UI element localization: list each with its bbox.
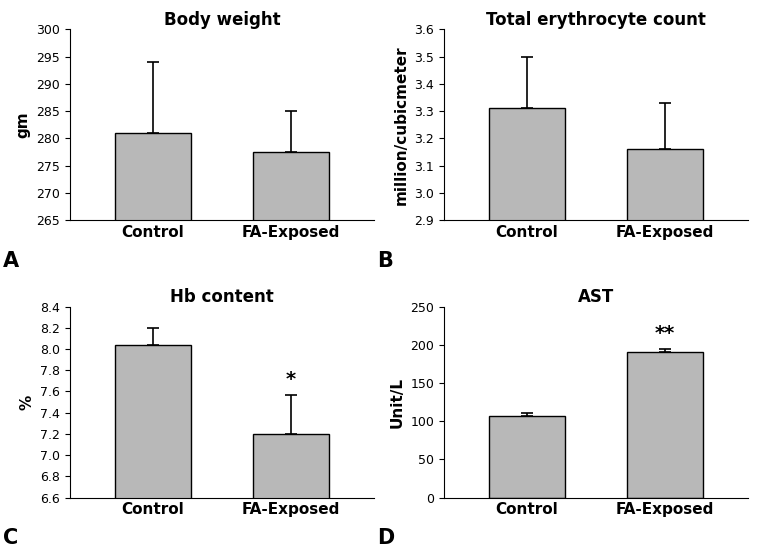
Title: Total erythrocyte count: Total erythrocyte count bbox=[486, 11, 706, 29]
Bar bbox=[115, 345, 191, 560]
Bar bbox=[115, 133, 191, 560]
Y-axis label: gm: gm bbox=[16, 111, 31, 138]
Y-axis label: million/cubicmeter: million/cubicmeter bbox=[394, 45, 409, 204]
Y-axis label: %: % bbox=[20, 394, 35, 409]
Title: Hb content: Hb content bbox=[170, 288, 274, 306]
Bar bbox=[489, 109, 565, 560]
Bar bbox=[627, 150, 703, 560]
Bar bbox=[627, 352, 703, 497]
Bar bbox=[489, 416, 565, 497]
Bar bbox=[253, 152, 329, 560]
Y-axis label: Unit/L: Unit/L bbox=[389, 376, 405, 427]
Text: **: ** bbox=[655, 324, 675, 343]
Text: B: B bbox=[377, 251, 393, 271]
Title: AST: AST bbox=[578, 288, 614, 306]
Text: D: D bbox=[377, 528, 394, 548]
Text: *: * bbox=[286, 370, 296, 389]
Title: Body weight: Body weight bbox=[164, 11, 280, 29]
Text: A: A bbox=[3, 251, 19, 271]
Text: C: C bbox=[3, 528, 18, 548]
Bar bbox=[253, 434, 329, 560]
